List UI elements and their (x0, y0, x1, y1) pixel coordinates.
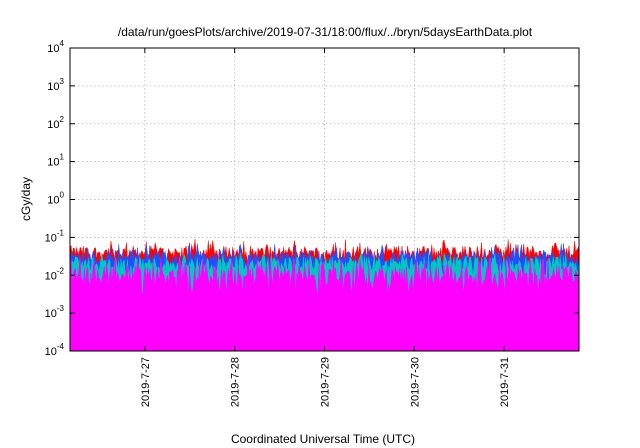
y-tick-label: 10-1 (45, 228, 65, 244)
x-tick-label: 2019-7-29 (320, 357, 332, 407)
y-tick-label: 10-3 (45, 304, 65, 320)
x-tick-label: 2019-7-31 (499, 357, 511, 407)
x-tick-label: 2019-7-28 (230, 357, 242, 407)
chart-title: /data/run/goesPlots/archive/2019-07-31/1… (118, 25, 533, 39)
y-tick-label: 101 (47, 153, 64, 169)
x-tick-label: 2019-7-27 (140, 357, 152, 407)
x-axis-label: Coordinated Universal Time (UTC) (231, 432, 415, 446)
y-tick-label: 10-4 (45, 342, 65, 358)
y-axis-label: cGy/day (19, 177, 33, 221)
y-tick-label: 10-2 (45, 266, 65, 282)
y-tick-label: 102 (47, 115, 64, 131)
x-tick-label: 2019-7-30 (409, 357, 421, 407)
ticks: 10-4 10-3 10-2 10-1 100 101 102 103 104 2019-7-27… (45, 39, 579, 407)
y-tick-label: 100 (47, 191, 64, 207)
series-layer (69, 239, 580, 352)
series-area-4 (69, 257, 580, 352)
y-tick-label: 103 (47, 77, 64, 93)
y-tick-label: 104 (47, 39, 64, 55)
